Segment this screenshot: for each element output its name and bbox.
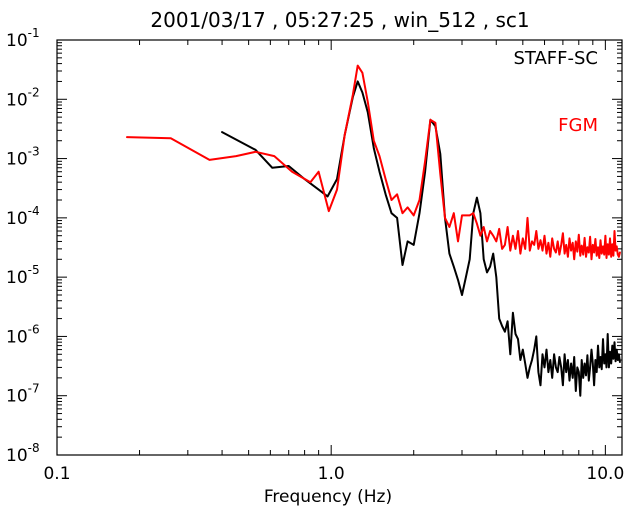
y-tick-label: 10-1 — [6, 26, 40, 51]
y-tick-label: 10-2 — [6, 85, 40, 110]
y-tick-label: 10-7 — [6, 382, 40, 407]
x-tick-label: 10.0 — [586, 464, 624, 484]
y-tick-label: 10-5 — [6, 263, 40, 288]
chart-title: 2001/03/17 , 05:27:25 , win_512 , sc1 — [150, 8, 529, 32]
series-line-fgm — [126, 64, 621, 261]
legend-entry-staff-sc: STAFF-SC — [513, 48, 598, 69]
series-layer — [126, 64, 621, 397]
plot-frame — [56, 39, 623, 456]
y-tick-label: 10-4 — [6, 204, 40, 229]
y-tick-labels: 10-8 10-7 10-6 10-5 10-4 10-3 10-2 10-1 — [6, 26, 40, 466]
x-tick-label: 1.0 — [318, 464, 345, 484]
x-tick-labels: 0.1 1.0 10.0 — [43, 464, 624, 484]
x-tick-label: 0.1 — [43, 464, 70, 484]
y-tick-label: 10-6 — [6, 322, 40, 347]
plot-axes — [56, 39, 623, 456]
series-line-staff-sc — [221, 80, 621, 397]
y-tick-label: 10-8 — [6, 441, 40, 466]
y-tick-label: 10-3 — [6, 145, 40, 170]
legend-entry-fgm: FGM — [558, 115, 598, 136]
x-axis-title: Frequency (Hz) — [264, 487, 392, 507]
